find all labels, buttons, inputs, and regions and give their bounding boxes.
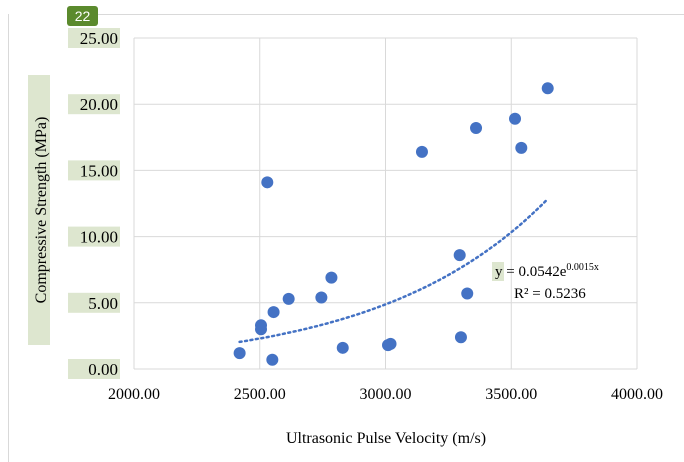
y-tick-label: 20.00 <box>80 95 118 114</box>
data-point <box>336 341 349 354</box>
svg-text:y = 0.0542e0.0015x: y = 0.0542e0.0015x <box>495 262 599 280</box>
data-point <box>282 292 295 305</box>
y-axis-label-highlight <box>28 75 50 345</box>
y-tick-labels: 0.00 5.00 10.00 15.00 20.00 25.00 <box>68 28 120 379</box>
data-point <box>470 122 483 135</box>
frame-left-line <box>8 14 9 462</box>
data-point <box>384 337 397 350</box>
data-point <box>541 82 554 95</box>
y-tick-label: 25.00 <box>80 29 118 48</box>
data-point <box>454 331 467 344</box>
data-point <box>315 291 328 304</box>
equation-exponent: 0.0015x <box>566 262 599 273</box>
y-tick-label: 5.00 <box>88 294 118 313</box>
data-point <box>453 249 466 262</box>
y-tick-label: 15.00 <box>80 161 118 180</box>
y-tick-label: 10.00 <box>80 228 118 247</box>
x-tick-label: 2500.00 <box>234 386 286 403</box>
gridlines <box>133 37 638 370</box>
data-point <box>266 353 279 366</box>
x-axis-label: Ultrasonic Pulse Velocity (m/s) <box>286 430 486 447</box>
data-point <box>509 112 522 125</box>
x-tick-label: 3500.00 <box>485 386 537 403</box>
page-number-badge: 22 <box>67 6 98 26</box>
y-tick-label: 0.00 <box>88 360 118 379</box>
x-tick-label: 4000.00 <box>611 386 663 403</box>
y-tick-highlight <box>68 359 120 379</box>
data-point <box>325 271 338 284</box>
data-points <box>233 82 554 366</box>
x-tick-label: 2000.00 <box>108 386 160 403</box>
y-tick-highlight <box>68 94 120 115</box>
data-point <box>515 141 528 154</box>
y-tick-highlight <box>68 226 120 247</box>
equation-prefix: y = 0.0542e <box>495 264 567 280</box>
data-point <box>461 287 474 300</box>
x-tick-labels: 2000.00 2500.00 3000.00 3500.00 4000.00 <box>108 386 663 403</box>
equation-highlight <box>492 262 504 281</box>
y-tick-highlight <box>68 160 120 181</box>
data-point <box>255 319 268 332</box>
trendline-equation: y = 0.0542e0.0015x <box>492 262 599 281</box>
y-tick-highlight <box>68 292 120 313</box>
data-point <box>261 176 274 189</box>
r-squared-label: R² = 0.5236 <box>514 286 586 302</box>
data-point <box>415 145 428 158</box>
y-tick-highlight <box>68 28 120 48</box>
y-axis-label: Compressive Strength (MPa) <box>33 117 50 304</box>
exponential-trendline <box>238 197 549 344</box>
frame-top-line <box>98 14 684 15</box>
data-point <box>233 347 246 360</box>
data-point <box>267 306 280 319</box>
x-tick-label: 3000.00 <box>360 386 412 403</box>
